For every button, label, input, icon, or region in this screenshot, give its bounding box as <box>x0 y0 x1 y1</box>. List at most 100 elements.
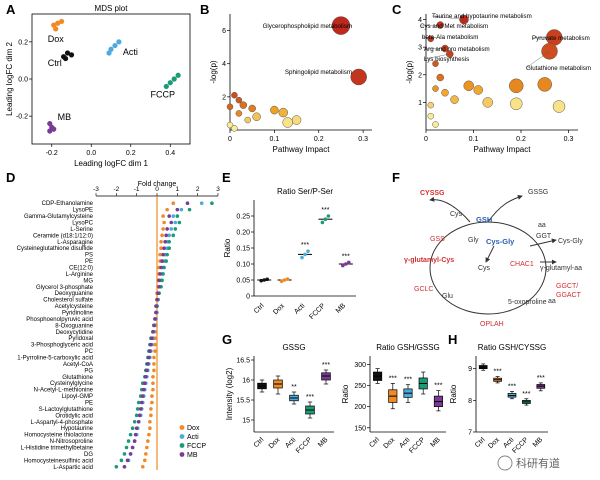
label-leader <box>351 71 359 78</box>
metabolite-label: 1-Pyrroline-5-carboxylic acid <box>17 356 93 362</box>
label-leader <box>525 51 550 69</box>
x-tick-label: MB <box>317 436 330 449</box>
fold-point-mb <box>162 246 166 251</box>
pathway-bubble <box>432 60 439 67</box>
fold-point-mb <box>149 342 153 347</box>
metabolite-label: PG <box>84 368 93 374</box>
fold-point-fccp <box>210 201 214 206</box>
arrow-gsh-cyssg <box>429 196 471 223</box>
legend-label-mb: MB <box>187 452 198 459</box>
fold-point-mb <box>175 207 180 212</box>
legend-swatch-dox <box>179 425 185 430</box>
fold-point-dox <box>149 407 153 411</box>
metabolite-label: PC <box>85 349 94 355</box>
significance-mark: *** <box>508 383 516 390</box>
y-axis-label: Ratio <box>223 238 232 257</box>
legend-label-dox: Dox <box>187 425 200 432</box>
mds-point-fccp <box>163 83 169 90</box>
y-tick-label: 300 <box>354 362 366 369</box>
significance-mark: *** <box>434 383 442 390</box>
x-tick-label: Ctrl <box>368 436 381 449</box>
watermark-text: 科研有道 <box>516 456 560 470</box>
y-tick-label: 250 <box>354 383 366 390</box>
fold-point-mb <box>134 426 139 431</box>
pathway-bubble <box>235 96 243 104</box>
node-cys-gly: Cys-Gly <box>486 237 515 246</box>
pathway-bubble <box>235 110 243 117</box>
node-aa-low: aa <box>548 298 556 305</box>
pathway-bubble <box>226 103 234 111</box>
y-tick-label: 0.10 <box>236 262 250 269</box>
fold-point-mb <box>125 458 130 463</box>
x-tick-label: -3 <box>93 186 99 193</box>
ratio-point-acti <box>303 252 307 257</box>
metabolite-label: 3-Phosphoglyceric acid <box>31 343 93 349</box>
fold-point-mb <box>160 259 164 263</box>
metabolite-label: L-Serine <box>70 227 93 233</box>
fold-point-mb <box>164 233 168 238</box>
fold-point-dox <box>148 426 152 431</box>
fold-point-mb <box>139 400 144 405</box>
fold-point-dox <box>144 452 148 456</box>
node-gclc: GCLC <box>414 286 433 293</box>
wechat-icon <box>497 455 513 471</box>
fold-point-dox <box>145 445 149 450</box>
fold-point-dox <box>153 349 157 353</box>
ratio-point-ctrl <box>265 277 270 282</box>
gssg-box-panel: 15 15.5 16 16.5 GSSG Intensity (log2) Ctrl Dox *… <box>225 343 334 455</box>
metabolite-label: Glycerol 3-phosphate <box>36 285 94 291</box>
legend-label-acti: Acti <box>187 434 199 441</box>
metabolite-label: Acetyl-CoA <box>63 362 93 368</box>
fold-point-fccp <box>162 265 166 270</box>
pathway-label: Glutathione metabolism <box>526 65 591 72</box>
ratio-point-ctrl <box>262 278 267 282</box>
fold-point-dox <box>165 207 169 212</box>
pathway-label: Sphingolipid metabolism <box>285 69 352 76</box>
y-tick-label: 2 <box>418 72 422 79</box>
metabolite-label: Cysteineglutathione disulfide <box>17 246 94 252</box>
fold-point-fccp <box>165 252 169 257</box>
fold-point-mb <box>157 278 161 283</box>
mds-point-fccp <box>171 76 177 82</box>
x-tick-label: 0.2 <box>126 150 136 157</box>
node-gss: GSS <box>430 236 445 243</box>
fold-point-dox <box>146 439 150 443</box>
y-axis-label: Intensity (log2) <box>225 367 234 420</box>
pathway-bubble <box>432 121 439 128</box>
pathway-bubble <box>463 80 474 92</box>
series-label-ctrl: Ctrl <box>48 58 62 68</box>
metabolite-label: Ceramide (d18:1/12:0) <box>33 233 93 239</box>
node-glu: Glu <box>442 293 453 300</box>
pathway-bubble <box>510 97 523 111</box>
x-tick-label: Dox <box>382 436 396 450</box>
metabolite-label: MG <box>83 278 93 284</box>
metabolite-label: Homocysteine thiolactone <box>24 433 93 439</box>
metabolite-label: Cysteinylglycine <box>50 381 94 387</box>
fold-point-fccp <box>173 227 178 231</box>
pathway-bubble <box>239 101 248 109</box>
ratio-point-ctrl <box>259 278 264 283</box>
fold-point-mb <box>148 349 152 353</box>
metabolite-label: PE <box>85 259 93 265</box>
mds-point-ctrl <box>68 52 75 58</box>
metabolite-label: Glutathione <box>62 375 93 381</box>
node-ggact: GGACT <box>556 292 582 299</box>
y-tick-label: 6 <box>222 28 226 35</box>
x-tick-label: MB <box>335 302 348 315</box>
metabolite-label: 8-Oxoguanine <box>55 323 93 329</box>
fold-point-mb <box>165 227 169 231</box>
significance-mark: *** <box>321 207 329 214</box>
ratio-point-dox <box>285 277 290 281</box>
y-tick-label: 9 <box>468 366 472 373</box>
x-tick-label: 0.3 <box>564 136 574 143</box>
metabolite-label: CDP-Ethanolamine <box>42 201 94 207</box>
metabolite-label: S-Lactoylglutathione <box>39 407 94 413</box>
fold-point-fccp <box>177 220 182 225</box>
ser-pser-ratio-panel: 0 0.05 0.10 0.15 0.20 0.25 Ratio Ser/P-Ser Rati… <box>223 187 356 321</box>
pathway-bubble <box>436 73 444 82</box>
x-tick-label: -1 <box>134 186 140 193</box>
legend-label-fccp: FCCP <box>187 443 206 450</box>
ratio-point-dox <box>279 279 284 284</box>
fold-point-fccp <box>161 272 165 276</box>
node-ggt: GGT <box>536 233 552 240</box>
